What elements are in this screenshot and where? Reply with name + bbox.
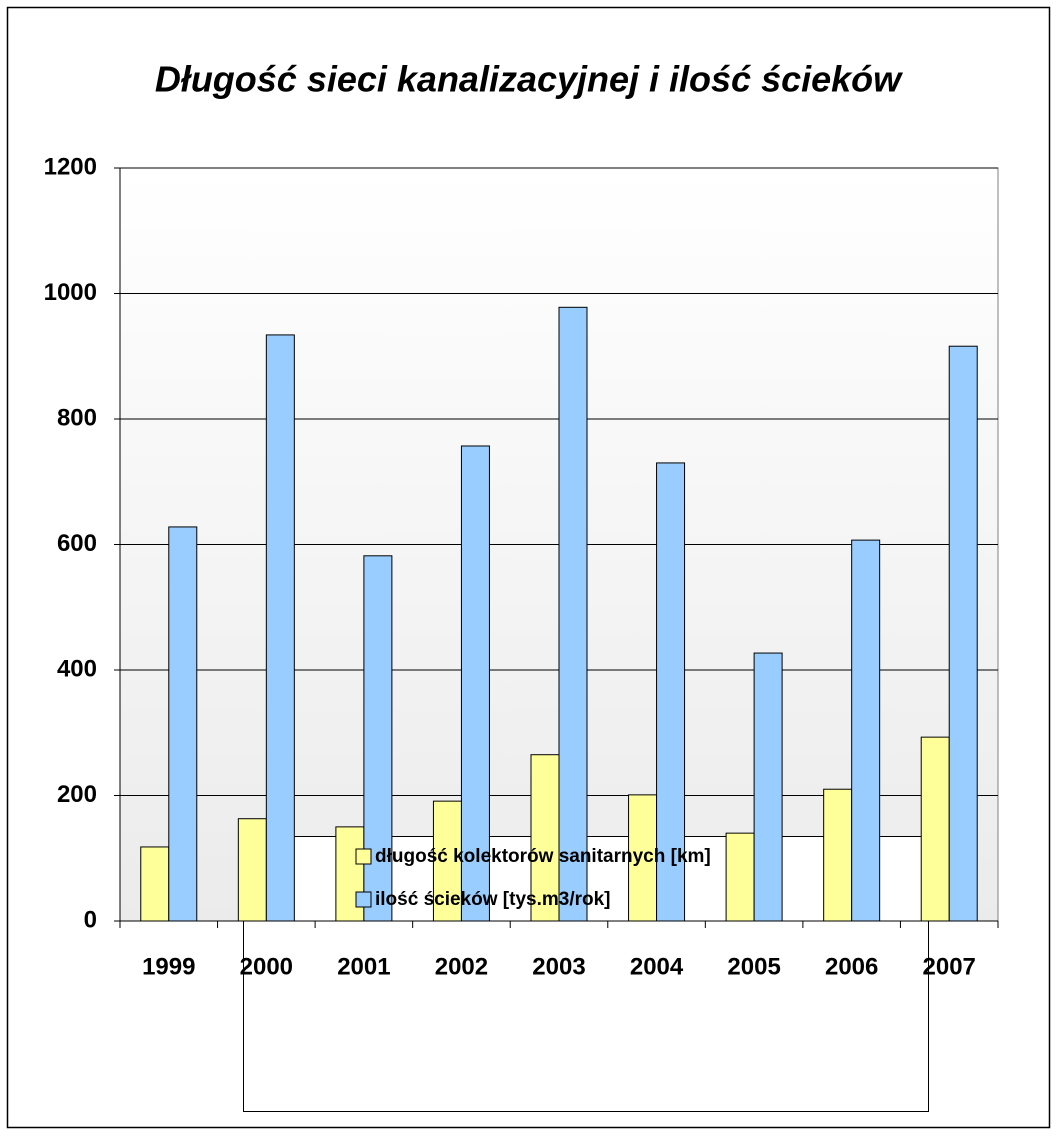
- bar: [753, 652, 783, 922]
- bar: [237, 818, 267, 922]
- y-tick-label: 1200: [44, 153, 97, 180]
- bar: [530, 754, 560, 922]
- bar: [948, 345, 978, 922]
- legend-label: ilość ścieków [tys.m3/rok]: [375, 889, 611, 910]
- bar: [432, 800, 462, 922]
- bar: [851, 539, 881, 922]
- bar: [265, 334, 295, 922]
- x-tick-label: 2002: [435, 953, 488, 980]
- x-tick-label: 1999: [142, 953, 195, 980]
- bar: [823, 788, 853, 922]
- y-tick-label: 800: [57, 404, 97, 431]
- x-tick-label: 2003: [532, 953, 585, 980]
- bar: [558, 306, 588, 922]
- y-tick-label: 200: [57, 781, 97, 808]
- y-tick-label: 1000: [44, 279, 97, 306]
- bar: [168, 526, 198, 922]
- bar: [140, 846, 170, 922]
- x-tick-label: 2001: [337, 953, 390, 980]
- y-tick-label: 600: [57, 530, 97, 557]
- bar: [460, 445, 490, 922]
- bar: [725, 832, 755, 922]
- y-tick-label: 400: [57, 655, 97, 682]
- x-tick-label: 2005: [727, 953, 780, 980]
- y-tick-label: 0: [84, 906, 97, 933]
- chart-title: Długość sieci kanalizacyjnej i ilość ści…: [155, 59, 903, 100]
- x-tick-label: 2004: [630, 953, 684, 980]
- legend-label: długość kolektorów sanitarnych [km]: [375, 846, 711, 867]
- bar: [920, 736, 950, 922]
- x-tick-label: 2000: [240, 953, 293, 980]
- legend-swatch: [355, 891, 372, 908]
- x-tick-label: 2007: [923, 953, 976, 980]
- legend-swatch: [355, 848, 372, 865]
- x-tick-label: 2006: [825, 953, 878, 980]
